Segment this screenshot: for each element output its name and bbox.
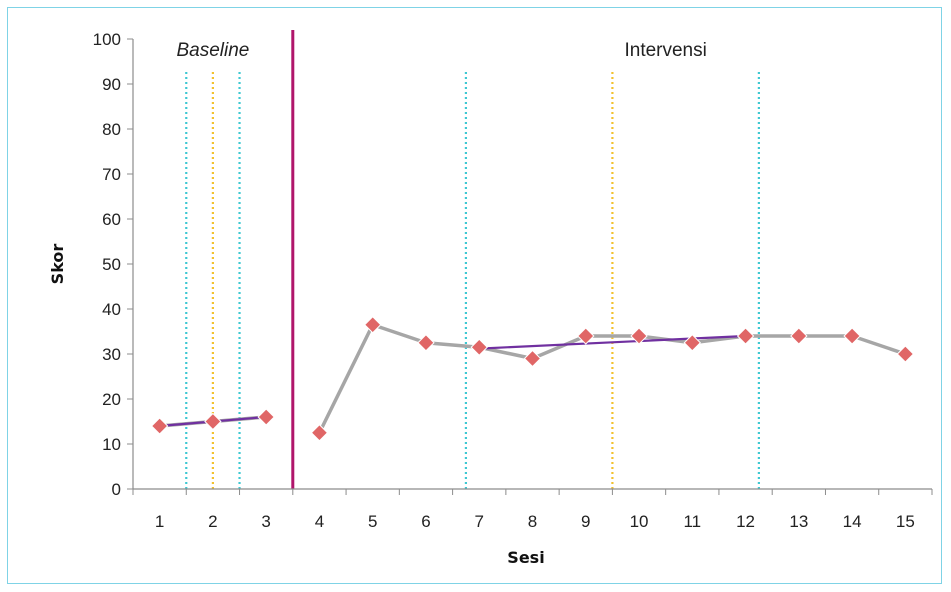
y-axis-title: Skor — [48, 244, 67, 285]
data-point — [470, 338, 488, 356]
data-point — [417, 334, 435, 352]
x-axis-title: Sesi — [507, 548, 544, 567]
y-tick-label: 90 — [102, 75, 121, 94]
data-point — [843, 327, 861, 345]
data-point — [310, 424, 329, 442]
x-tick-label: 8 — [528, 512, 537, 531]
x-tick-label: 10 — [630, 512, 649, 531]
data-point — [736, 327, 755, 345]
y-tick-label: 70 — [102, 165, 121, 184]
phase-label: Baseline — [176, 40, 249, 61]
x-tick-label: 4 — [315, 512, 324, 531]
data-point — [257, 408, 275, 426]
phase-label: Intervensi — [624, 40, 706, 61]
reference-lines — [185, 72, 760, 489]
data-point — [523, 349, 542, 368]
x-tick-label: 2 — [208, 512, 217, 531]
y-tick-label: 20 — [102, 390, 121, 409]
data-point — [896, 345, 915, 363]
x-tick-label: 6 — [421, 512, 430, 531]
x-tick-label: 13 — [789, 512, 808, 531]
chart-frame — [7, 7, 942, 584]
x-tick-label: 3 — [261, 512, 270, 531]
data-point — [363, 316, 382, 334]
y-tick-label: 10 — [102, 435, 121, 454]
series-line-segment — [317, 323, 906, 434]
data-point — [683, 334, 702, 352]
trend-line — [479, 334, 746, 350]
y-tick-label: 100 — [93, 30, 121, 49]
y-axis-ticks: 0 10 20 30 40 50 60 70 80 90 100 — [93, 30, 133, 499]
x-tick-label: 7 — [474, 512, 483, 531]
x-tick-label: 12 — [736, 512, 755, 531]
y-tick-label: 60 — [102, 210, 121, 229]
x-tick-label: 1 — [155, 512, 164, 531]
x-tick-label: 11 — [683, 512, 701, 531]
x-axis-ticks: 1 2 3 4 5 6 7 8 9 10 11 12 13 14 15 — [132, 489, 933, 531]
x-tick-label: 15 — [896, 512, 915, 531]
data-point — [150, 417, 169, 435]
data-point — [204, 412, 222, 431]
y-tick-label: 40 — [102, 300, 121, 319]
phase-labels: Baseline Intervensi — [176, 40, 706, 61]
y-tick-label: 50 — [102, 255, 121, 274]
x-tick-label: 9 — [581, 512, 590, 531]
data-point — [630, 327, 648, 345]
trend-lines — [159, 334, 746, 428]
y-tick-label: 0 — [112, 480, 121, 499]
data-point — [790, 327, 808, 345]
data-point — [577, 327, 595, 345]
x-tick-label: 14 — [843, 512, 862, 531]
y-tick-label: 80 — [102, 120, 121, 139]
data-markers — [150, 316, 915, 442]
x-tick-label: 5 — [368, 512, 377, 531]
axes — [132, 39, 932, 490]
y-tick-label: 30 — [102, 345, 121, 364]
